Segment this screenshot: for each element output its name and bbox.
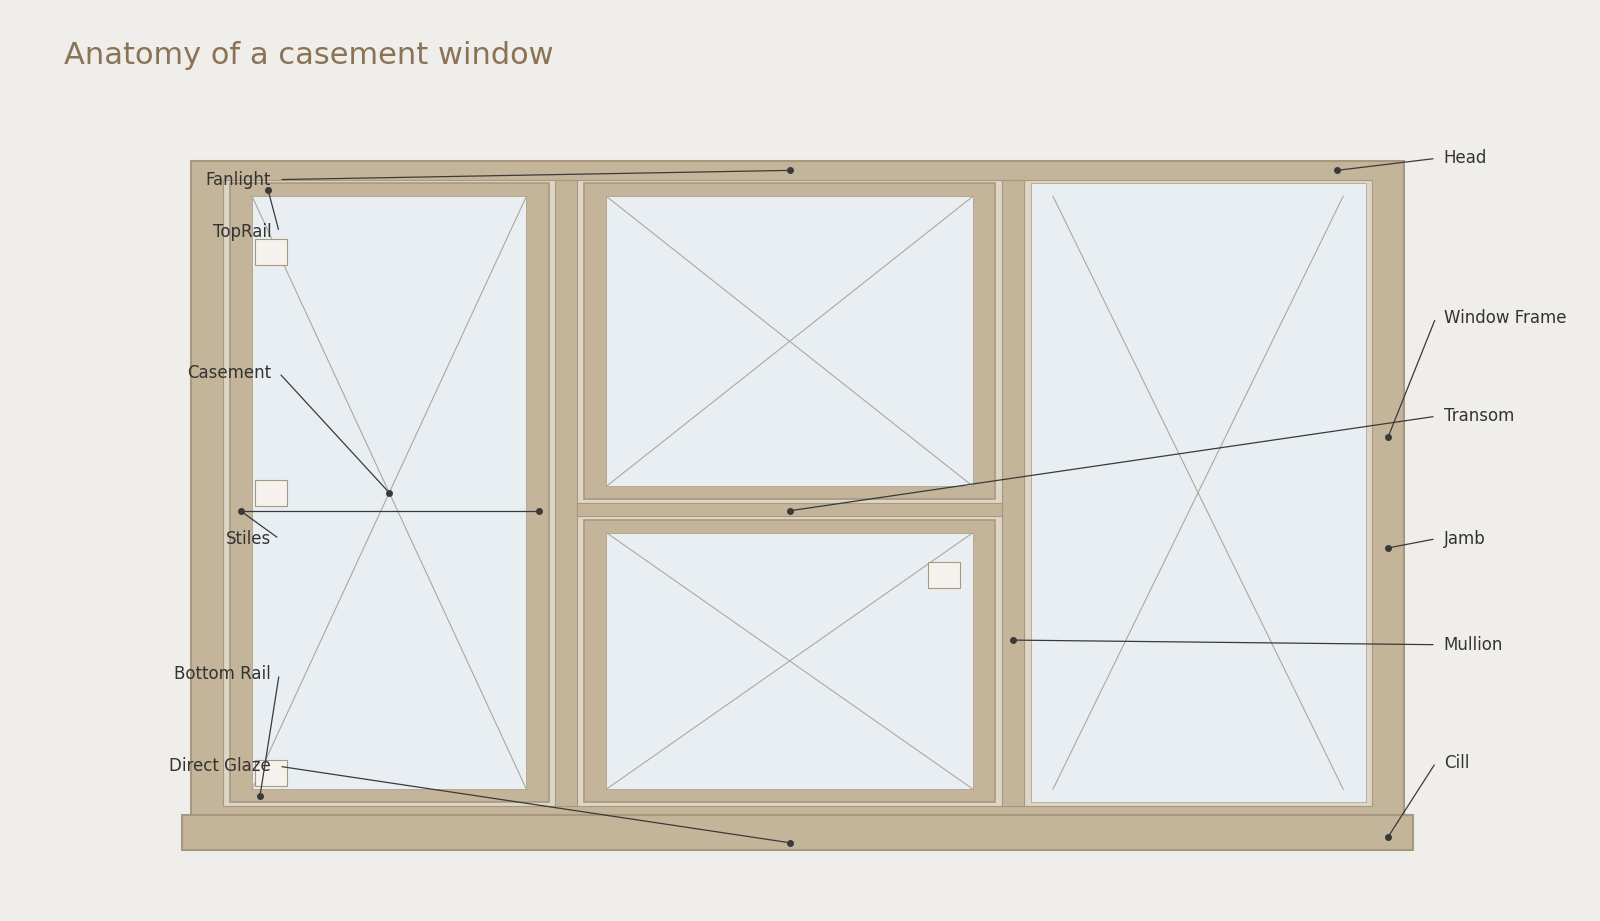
Bar [584, 519, 995, 802]
Text: Bottom Rail: Bottom Rail [174, 665, 272, 683]
Bar [253, 196, 526, 789]
Text: Direct Glaze: Direct Glaze [170, 757, 272, 775]
Bar [606, 532, 973, 789]
Bar [606, 196, 973, 486]
Text: Cill: Cill [1443, 753, 1469, 772]
Bar [256, 239, 286, 265]
Bar [256, 760, 286, 786]
Text: Transom: Transom [1443, 407, 1514, 426]
Bar [1002, 180, 1024, 806]
Text: Fanlight: Fanlight [206, 170, 272, 189]
Bar [182, 815, 1413, 850]
Bar [584, 183, 995, 499]
Bar [224, 180, 1371, 806]
Bar [578, 503, 1002, 516]
Bar [230, 183, 549, 802]
Text: TopRail: TopRail [213, 223, 272, 241]
Text: Mullion: Mullion [1443, 635, 1502, 654]
Text: Window Frame: Window Frame [1443, 309, 1566, 327]
Text: Jamb: Jamb [1443, 530, 1485, 548]
Text: Casement: Casement [187, 364, 272, 382]
Bar [256, 480, 286, 506]
Text: Head: Head [1443, 149, 1486, 168]
Text: Stiles: Stiles [226, 530, 272, 548]
Text: Anatomy of a casement window: Anatomy of a casement window [64, 41, 554, 70]
Bar [555, 180, 578, 806]
Bar [928, 562, 960, 588]
Bar [192, 161, 1403, 824]
Bar [1030, 183, 1365, 802]
